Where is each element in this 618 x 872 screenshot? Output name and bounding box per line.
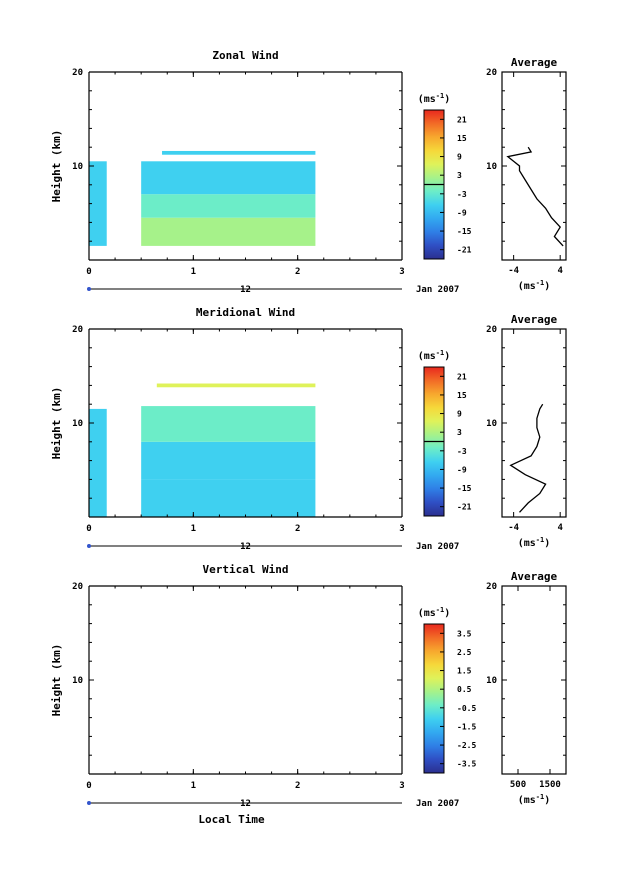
colorbar-tick-label: 9 (457, 410, 462, 419)
y-tick-label: 20 (72, 582, 83, 592)
average-frame (501, 585, 567, 775)
data-cell (162, 150, 316, 155)
colorbar-tick-label: -21 (457, 246, 472, 255)
colorbar-tick-label: 1.5 (457, 667, 472, 676)
date-axis-marker (87, 801, 91, 805)
x-tick-label: 0 (86, 781, 91, 791)
y-tick-label: 10 (72, 419, 83, 429)
colorbar-tick-label: -3 (457, 447, 467, 456)
average-title: Average (511, 313, 558, 326)
average-x-tick-label: 500 (510, 780, 526, 790)
data-cell (141, 217, 316, 246)
colorbar-unit: (ms-1) (418, 349, 451, 362)
colorbar-tick-label: 21 (457, 372, 467, 381)
data-cell (141, 161, 316, 195)
average-frame (501, 71, 567, 261)
data-cell (141, 441, 316, 480)
average-y-tick-label: 10 (486, 676, 497, 686)
date-label: Jan 2007 (416, 799, 459, 809)
average-y-tick-label: 20 (486, 325, 497, 335)
average-y-tick-label: 10 (486, 419, 497, 429)
x-tick-label: 0 (86, 267, 91, 277)
colorbar-tick-label: 21 (457, 115, 467, 124)
colorbar-tick-label: -9 (457, 208, 467, 217)
colorbar-tick-label: 3 (457, 171, 462, 180)
colorbar-tick-label: 3.5 (457, 629, 472, 638)
day-label: 12 (240, 285, 251, 295)
day-label: 12 (240, 542, 251, 552)
y-axis-label: Height (km) (50, 644, 63, 717)
average-frame (501, 328, 567, 518)
colorbar-tick-label: -15 (457, 227, 472, 236)
data-cell (141, 194, 316, 218)
x-tick-label: 2 (295, 524, 300, 534)
data-cell (156, 383, 316, 388)
colorbar-tick-label: 9 (457, 153, 462, 162)
data-cell (141, 406, 316, 442)
colorbar-tick-label: -3.5 (457, 760, 476, 769)
average-y-tick-label: 20 (486, 582, 497, 592)
x-tick-label: 0 (86, 524, 91, 534)
panel-title: Zonal Wind (212, 49, 278, 62)
y-tick-label: 10 (72, 676, 83, 686)
date-axis-marker (87, 544, 91, 548)
y-axis-label: Height (km) (50, 130, 63, 203)
colorbar-unit: (ms-1) (418, 606, 451, 619)
colorbar-tick-label: -2.5 (457, 741, 476, 750)
data-cell (89, 408, 107, 517)
colorbar-tick-label: -1.5 (457, 722, 476, 731)
colorbar-tick-label: -9 (457, 465, 467, 474)
day-label: 12 (240, 799, 251, 809)
average-unit: (ms-1) (518, 793, 551, 806)
data-cell (89, 161, 107, 246)
date-label: Jan 2007 (416, 285, 459, 295)
colorbar-tick-label: -0.5 (457, 704, 476, 713)
data-cell (141, 479, 316, 517)
x-tick-label: 1 (191, 781, 196, 791)
average-x-tick-label: -4 (508, 523, 519, 533)
x-tick-label: 3 (399, 524, 404, 534)
colorbar (423, 623, 445, 774)
average-x-tick-label: 4 (557, 523, 563, 533)
colorbar-tick-label: 2.5 (457, 648, 472, 657)
colorbar-tick-label: 0.5 (457, 685, 472, 694)
colorbar-tick-label: 3 (457, 428, 462, 437)
date-axis-marker (87, 287, 91, 291)
y-tick-label: 20 (72, 68, 83, 78)
x-tick-label: 3 (399, 781, 404, 791)
colorbar-unit: (ms-1) (418, 92, 451, 105)
panel-title: Meridional Wind (196, 306, 295, 319)
colorbar-tick-label: -21 (457, 503, 472, 512)
x-tick-label: 1 (191, 267, 196, 277)
x-tick-label: 1 (191, 524, 196, 534)
x-tick-label: 3 (399, 267, 404, 277)
panel-title: Vertical Wind (202, 563, 288, 576)
average-unit: (ms-1) (518, 279, 551, 292)
average-unit: (ms-1) (518, 536, 551, 549)
average-profile-line (506, 146, 564, 247)
y-tick-label: 20 (72, 325, 83, 335)
average-x-tick-label: -4 (508, 266, 519, 276)
date-label: Jan 2007 (416, 542, 459, 552)
average-profile-line (509, 403, 547, 513)
colorbar-tick-label: 15 (457, 391, 467, 400)
y-tick-label: 10 (72, 162, 83, 172)
y-axis-label: Height (km) (50, 387, 63, 460)
average-y-tick-label: 20 (486, 68, 497, 78)
colorbar-tick-label: -3 (457, 190, 467, 199)
x-axis-label: Local Time (198, 813, 265, 826)
average-y-tick-label: 10 (486, 162, 497, 172)
average-title: Average (511, 56, 558, 69)
colorbar-tick-label: 15 (457, 134, 467, 143)
x-tick-label: 2 (295, 267, 300, 277)
average-title: Average (511, 570, 558, 583)
x-tick-label: 2 (295, 781, 300, 791)
average-x-tick-label: 4 (557, 266, 563, 276)
colorbar-tick-label: -15 (457, 484, 472, 493)
average-x-tick-label: 1500 (539, 780, 561, 790)
